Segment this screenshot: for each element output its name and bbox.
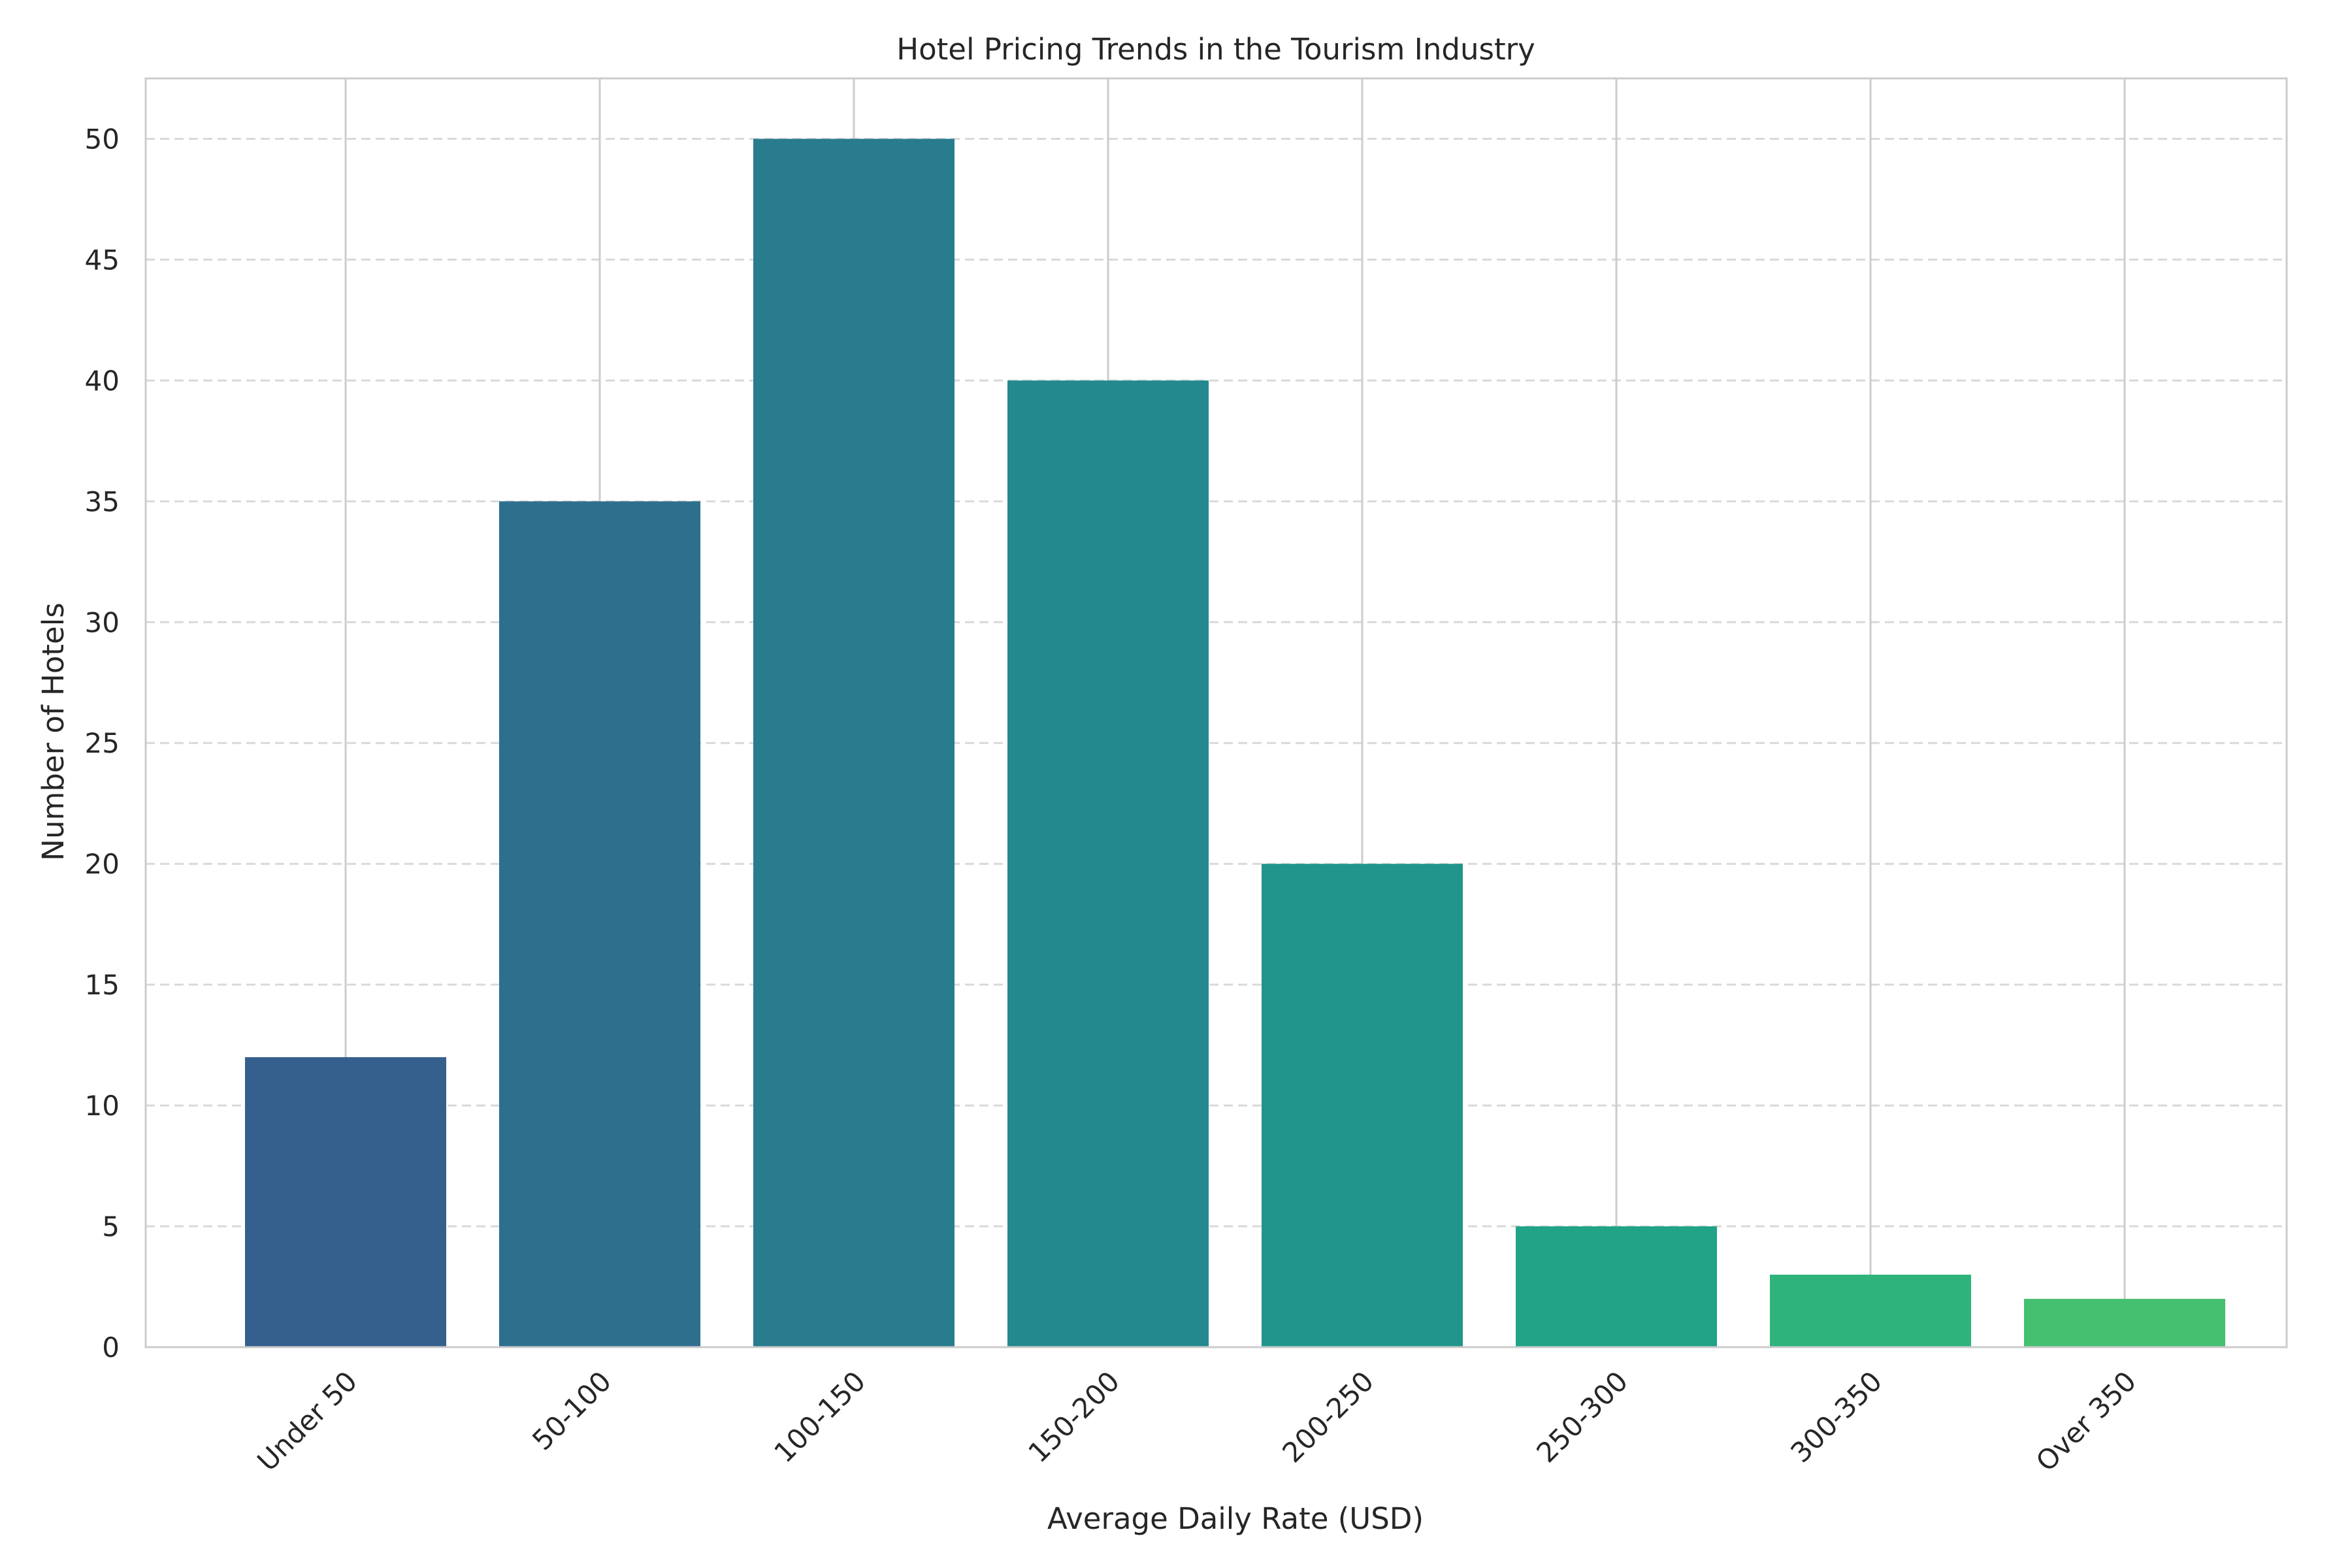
bar-50-100 — [499, 501, 700, 1348]
bar-250-300 — [1516, 1226, 1717, 1347]
bars — [245, 139, 2225, 1348]
bar-300-350 — [1770, 1275, 1971, 1347]
y-tick-label: 20 — [85, 848, 120, 880]
y-tick-label: 45 — [85, 244, 120, 276]
chart-title: Hotel Pricing Trends in the Tourism Indu… — [896, 32, 1535, 67]
y-tick-label: 35 — [85, 485, 120, 517]
bar-over-350 — [2024, 1299, 2225, 1347]
y-tick-label: 5 — [102, 1211, 120, 1243]
y-tick-label: 15 — [85, 969, 120, 1001]
bar-under-50 — [245, 1057, 446, 1347]
x-axis-label: Average Daily Rate (USD) — [1047, 1501, 1424, 1536]
y-tick-label: 50 — [85, 123, 120, 155]
y-tick-labels: 0 5 10 15 20 25 30 35 40 45 50 — [85, 123, 120, 1364]
plot-frame — [144, 77, 2288, 1348]
bar-100-150 — [753, 139, 955, 1347]
bar-150-200 — [1007, 380, 1209, 1347]
y-tick-label: 30 — [85, 606, 120, 638]
y-tick-label: 10 — [85, 1090, 120, 1122]
y-tick-label: 0 — [102, 1331, 120, 1364]
y-tick-label: 40 — [85, 365, 120, 397]
y-tick-label: 25 — [85, 727, 120, 759]
bar-200-250 — [1262, 864, 1463, 1347]
y-axis-label: Number of Hotels — [36, 602, 71, 860]
